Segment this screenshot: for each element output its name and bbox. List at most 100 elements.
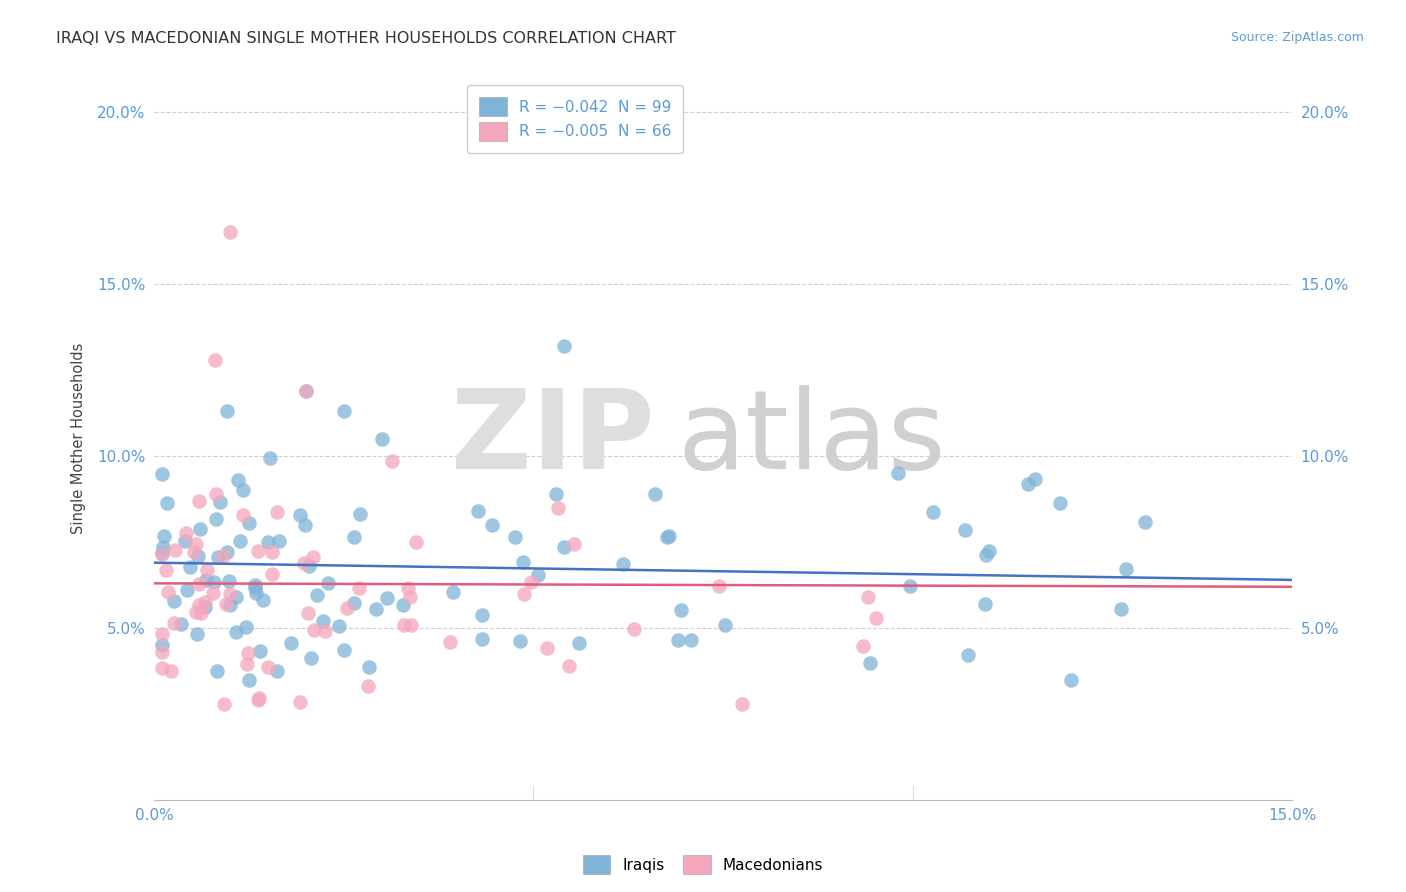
Point bbox=[644, 487, 666, 501]
Point bbox=[299, 651, 322, 665]
Text: Source: ZipAtlas.com: Source: ZipAtlas.com bbox=[1230, 31, 1364, 45]
Point bbox=[235, 620, 257, 634]
Point bbox=[266, 505, 288, 519]
Point bbox=[886, 467, 908, 481]
Point bbox=[163, 616, 186, 631]
Point bbox=[612, 557, 634, 571]
Point bbox=[156, 496, 179, 510]
Point bbox=[519, 575, 541, 590]
Point bbox=[252, 592, 274, 607]
Point bbox=[184, 537, 207, 551]
Point bbox=[349, 582, 371, 596]
Point bbox=[509, 633, 531, 648]
Point bbox=[218, 574, 240, 589]
Point bbox=[150, 547, 173, 561]
Point bbox=[246, 544, 269, 558]
Point bbox=[245, 578, 267, 592]
Point bbox=[503, 530, 526, 544]
Point bbox=[174, 534, 197, 549]
Point bbox=[623, 622, 645, 636]
Point bbox=[186, 605, 208, 619]
Point bbox=[953, 523, 976, 537]
Point bbox=[179, 560, 201, 574]
Point bbox=[215, 545, 238, 559]
Point bbox=[481, 518, 503, 533]
Point bbox=[194, 595, 217, 609]
Point bbox=[366, 601, 388, 615]
Point bbox=[297, 606, 319, 620]
Point bbox=[658, 529, 681, 543]
Point bbox=[544, 487, 567, 501]
Point bbox=[553, 339, 575, 353]
Point bbox=[471, 632, 494, 646]
Point bbox=[269, 534, 291, 549]
Point bbox=[332, 404, 354, 418]
Point bbox=[441, 584, 464, 599]
Point bbox=[292, 556, 315, 570]
Point bbox=[956, 648, 979, 662]
Point bbox=[312, 614, 335, 628]
Y-axis label: Single Mother Households: Single Mother Households bbox=[72, 343, 86, 534]
Point bbox=[1017, 476, 1039, 491]
Point bbox=[898, 579, 921, 593]
Point bbox=[202, 586, 225, 600]
Point bbox=[343, 530, 366, 544]
Point bbox=[219, 225, 242, 239]
Point bbox=[370, 432, 392, 446]
Point bbox=[208, 495, 231, 509]
Point bbox=[236, 646, 259, 660]
Point bbox=[294, 518, 316, 533]
Point bbox=[666, 633, 689, 648]
Point bbox=[316, 576, 339, 591]
Point bbox=[288, 694, 311, 708]
Point bbox=[225, 590, 247, 604]
Point bbox=[396, 581, 419, 595]
Point bbox=[150, 467, 173, 482]
Point bbox=[302, 549, 325, 564]
Point bbox=[219, 587, 242, 601]
Point bbox=[294, 384, 316, 398]
Point bbox=[150, 661, 173, 675]
Point bbox=[977, 544, 1000, 558]
Point bbox=[655, 530, 678, 544]
Point bbox=[217, 404, 239, 418]
Point bbox=[856, 591, 879, 605]
Point bbox=[247, 690, 270, 705]
Point bbox=[207, 549, 229, 564]
Point bbox=[865, 610, 887, 624]
Point bbox=[260, 567, 283, 582]
Point bbox=[1049, 496, 1071, 510]
Point bbox=[356, 679, 378, 693]
Point bbox=[226, 473, 249, 487]
Point bbox=[212, 697, 235, 711]
Point bbox=[225, 624, 247, 639]
Point bbox=[215, 597, 238, 611]
Point bbox=[290, 508, 312, 523]
Text: ZIP: ZIP bbox=[451, 385, 655, 492]
Point bbox=[405, 534, 427, 549]
Point bbox=[512, 555, 534, 569]
Point bbox=[859, 657, 882, 671]
Point bbox=[1060, 673, 1083, 687]
Point bbox=[381, 454, 404, 468]
Point bbox=[974, 548, 997, 562]
Point bbox=[439, 635, 461, 649]
Point bbox=[162, 593, 184, 607]
Point bbox=[467, 504, 489, 518]
Point bbox=[246, 693, 269, 707]
Point bbox=[262, 545, 284, 559]
Point bbox=[205, 512, 228, 526]
Point bbox=[212, 549, 235, 563]
Point bbox=[236, 657, 259, 672]
Legend: Iraqis, Macedonians: Iraqis, Macedonians bbox=[576, 849, 830, 880]
Point bbox=[219, 599, 242, 613]
Point bbox=[205, 487, 228, 501]
Point bbox=[195, 563, 218, 577]
Point bbox=[194, 573, 217, 587]
Point bbox=[193, 599, 215, 614]
Point bbox=[375, 591, 398, 606]
Point bbox=[188, 576, 211, 591]
Point bbox=[302, 623, 325, 637]
Point bbox=[188, 494, 211, 508]
Point bbox=[257, 535, 280, 549]
